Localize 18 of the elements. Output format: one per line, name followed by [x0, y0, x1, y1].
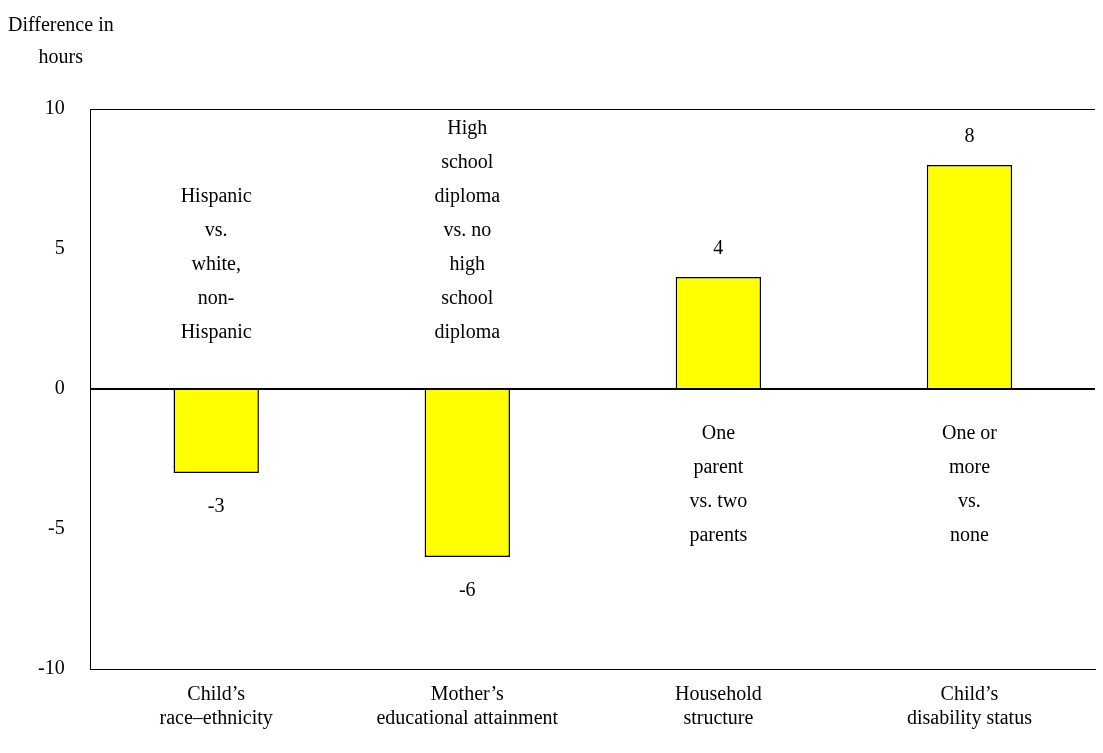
annotation: One or more vs. none	[941, 421, 998, 546]
x-tick-label: Child’s race–ethnicity	[159, 682, 273, 730]
x-tick-label: Mother’s educational attainment	[376, 682, 559, 729]
annotation: Hispanic vs. white, non- Hispanic	[180, 184, 252, 344]
data-label: 8	[964, 124, 975, 147]
y-tick-label: 10	[44, 96, 65, 119]
annotation: One parent vs. two parents	[689, 421, 748, 547]
data-label: -3	[207, 494, 225, 517]
y-tick-label: -5	[47, 516, 65, 539]
annotation: High school diploma vs. no high school diploma	[434, 116, 501, 344]
data-label: 4	[713, 236, 724, 259]
y-tick-label: -10	[37, 656, 65, 679]
y-tick-label: 0	[54, 376, 65, 399]
y-tick-label: 5	[54, 236, 65, 259]
x-tick-label: Household structure	[675, 682, 762, 729]
data-label: -6	[458, 578, 476, 601]
x-tick-label: Child’s disability status	[906, 682, 1033, 730]
y-axis-title: Difference in hours	[8, 12, 114, 69]
